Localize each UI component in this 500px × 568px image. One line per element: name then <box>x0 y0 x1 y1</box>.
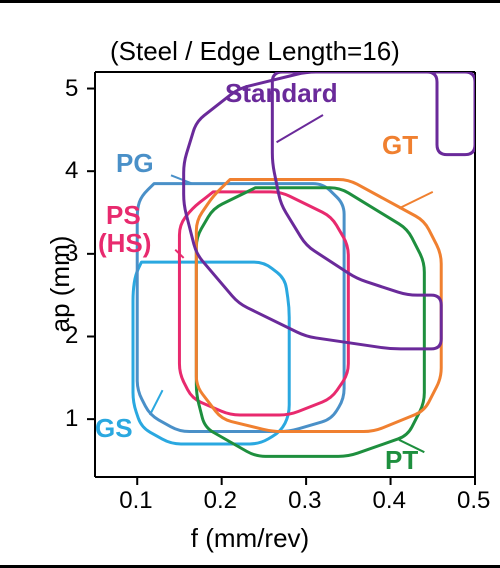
series-label-pg: PG <box>116 148 154 179</box>
x-tick-label: 0.1 <box>119 487 152 515</box>
series-standard <box>184 72 475 349</box>
series-pt <box>196 188 424 457</box>
series-label-standard: Standard <box>225 78 338 109</box>
series-label-gs: GS <box>95 413 133 444</box>
x-tick-label: 0.2 <box>204 487 237 515</box>
series-sublabel-ps: (HS) <box>98 228 151 259</box>
y-tick-label: 3 <box>65 240 78 268</box>
series-label-gt: GT <box>382 130 418 161</box>
series-label-ps: PS <box>106 200 141 231</box>
y-tick-label: 1 <box>65 405 78 433</box>
x-tick-label: 0.5 <box>457 487 490 515</box>
series-gs <box>133 262 289 444</box>
x-axis-label: f (mm/rev) <box>0 523 500 554</box>
x-tick-label: 0.3 <box>288 487 321 515</box>
chart-container: (Steel / Edge Length=16) ap (mm) f (mm/r… <box>0 0 500 568</box>
y-tick-label: 2 <box>65 322 78 350</box>
y-tick-label: 5 <box>65 75 78 103</box>
chart-title: (Steel / Edge Length=16) <box>110 36 400 67</box>
series-pg <box>137 184 344 432</box>
series-label-pt: PT <box>385 445 418 476</box>
series-gt <box>196 179 441 431</box>
x-tick-label: 0.4 <box>373 487 406 515</box>
top-rule <box>0 0 500 3</box>
y-tick-label: 4 <box>65 157 78 185</box>
